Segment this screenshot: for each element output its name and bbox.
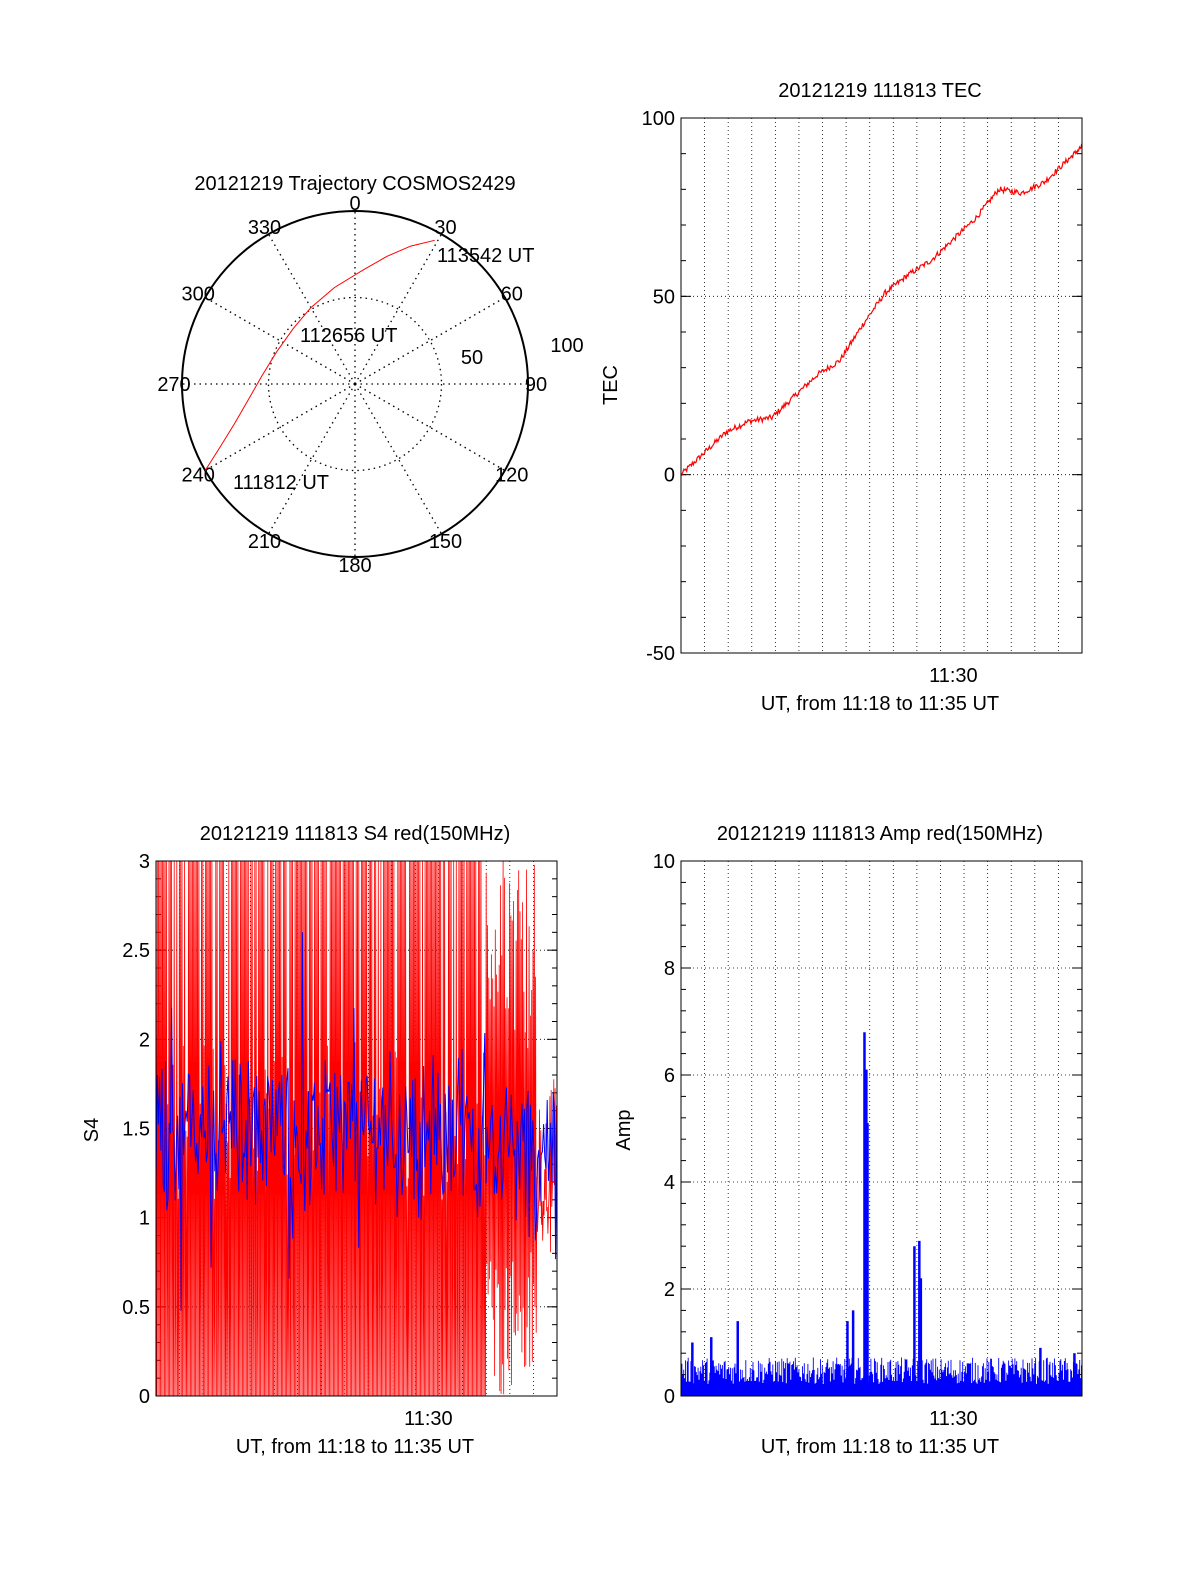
amp-y-axis-label: Amp [613,1109,635,1150]
amp-gridlines [681,860,1082,1397]
polar-grid [181,210,529,558]
polar-outer-ring [181,210,529,558]
y-tick-label: -50 [646,643,675,665]
polar-spoke-150 [354,383,443,535]
amp-x-tick-label: 11:30 [929,1408,978,1430]
azimuth-label-120: 120 [495,465,528,487]
amp-noise [680,1357,1082,1396]
y-tick-label: 0 [139,1386,150,1408]
tec-plot-frame [680,117,1083,654]
s4-panel: 20121219 111813 S4 red(150MHz) 0 0.5 1 1.5 2… [81,823,558,1458]
tec-title: 20121219 111813 TEC [778,80,982,102]
trajectory-title: 20121219 Trajectory COSMOS2429 [194,173,515,195]
polar-azimuth-labels: 0 30 60 90 120 150 180 210 240 270 300 330 [157,193,547,577]
polar-spoke-300 [204,296,356,385]
tec-y-tick-labels: -50 0 50 100 [642,108,675,665]
amp-title: 20121219 111813 Amp red(150MHz) [717,823,1043,845]
azimuth-label-150: 150 [429,531,462,553]
y-tick-label: 50 [653,286,675,308]
s4-red-line [155,860,558,1397]
azimuth-label-330: 330 [248,217,281,239]
radius-label-100: 100 [550,335,583,357]
s4-y-axis-label: S4 [81,1118,103,1142]
s4-blue-series [155,932,558,1311]
polar-spoke-120 [354,383,506,472]
s4-x-tick-label: 11:30 [404,1408,453,1430]
y-tick-label: 0 [664,1386,675,1408]
y-tick-label: 8 [664,958,675,980]
azimuth-label-240: 240 [182,465,215,487]
amp-blue-series [680,1032,1082,1396]
azimuth-label-180: 180 [338,555,371,577]
y-tick-label: 100 [642,108,675,130]
s4-red-series [155,860,558,1397]
radius-label-50: 50 [461,347,483,369]
y-tick-label: 0.5 [122,1297,150,1319]
y-tick-label: 2.5 [122,940,150,962]
y-tick-label: 3 [139,851,150,873]
y-tick-label: 2 [139,1029,150,1051]
azimuth-label-300: 300 [182,284,215,306]
polar-spoke-60 [354,296,506,385]
s4-title: 20121219 111813 S4 red(150MHz) [200,823,511,845]
tec-y-axis-label: TEC [600,365,622,405]
tec-x-tick-label: 11:30 [929,665,978,687]
y-tick-label: 2 [664,1279,675,1301]
s4-y-tick-labels: 0 0.5 1 1.5 2 2.5 3 [122,851,150,1408]
trajectory-start-label: 111812 UT [233,472,329,494]
amp-panel: 20121219 111813 Amp red(150MHz) 0246810 … [613,823,1083,1458]
trajectory-line [204,239,435,471]
tec-panel: 20121219 111813 TEC -50 0 50 100 11:30 UT, … [600,80,1083,715]
azimuth-label-210: 210 [248,531,281,553]
amp-y-tick-labels: 0 2 4 6 8 10 [653,851,675,1408]
trajectory-panel: 20121219 Trajectory COSMOS2429 0 30 60 90 12… [157,173,583,577]
azimuth-label-0: 0 [349,193,360,215]
polar-ring-50 [267,296,443,472]
s4-plot-frame [155,860,558,1397]
polar-spoke-210 [267,383,356,535]
polar-spoke-330 [267,233,356,385]
amp-plot-frame [680,860,1083,1397]
y-tick-label: 1 [139,1208,150,1230]
y-tick-label: 1.5 [122,1119,150,1141]
azimuth-label-270: 270 [157,374,190,396]
polar-spoke-240 [204,383,356,472]
y-tick-label: 0 [664,465,675,487]
y-tick-label: 6 [664,1065,675,1087]
polar-spoke-30 [354,233,443,385]
amp-x-axis-label: UT, from 11:18 to 11:35 UT [761,1436,999,1458]
y-tick-label: 4 [664,1172,675,1194]
azimuth-label-30: 30 [434,217,456,239]
tec-x-axis-label: UT, from 11:18 to 11:35 UT [761,693,999,715]
trajectory-end-label: 113542 UT [437,245,534,267]
azimuth-label-90: 90 [525,374,547,396]
tec-series-line [680,143,1083,477]
y-tick-label: 10 [653,851,675,873]
azimuth-label-60: 60 [501,284,523,306]
s4-x-axis-label: UT, from 11:18 to 11:35 UT [236,1436,474,1458]
trajectory-mid-label: 112656 UT [300,325,397,347]
tec-gridlines [681,117,1082,654]
